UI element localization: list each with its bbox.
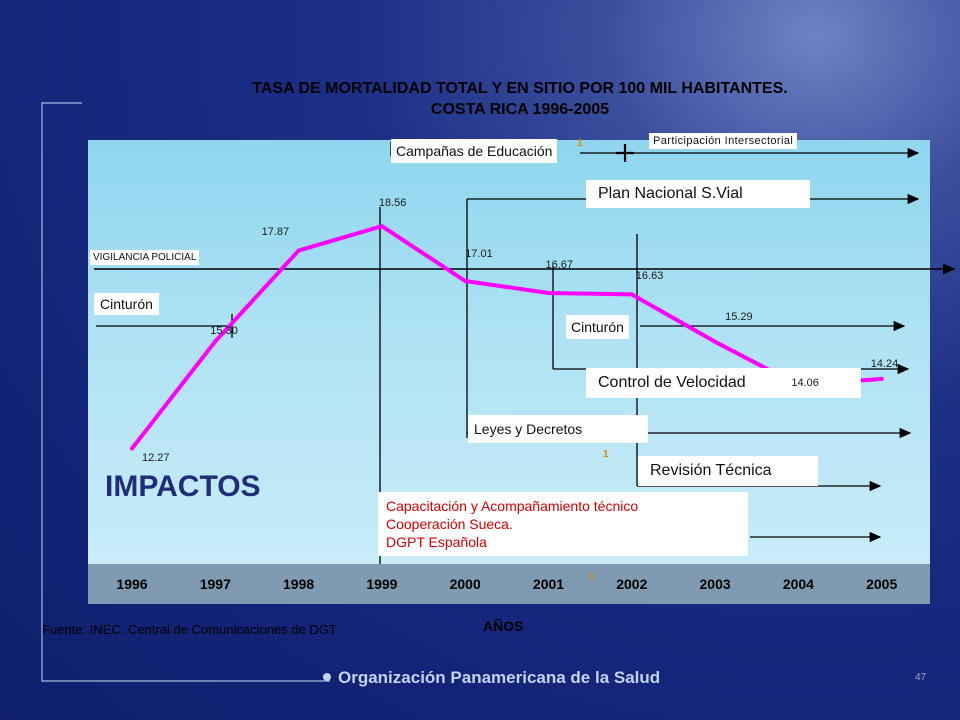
x-tick-2005: 2005	[866, 576, 898, 592]
x-tick-2004: 2004	[782, 576, 814, 592]
data-point-1997	[213, 339, 218, 344]
data-label-2000: 17.01	[465, 247, 493, 260]
data-label-2003: 15.29	[725, 310, 753, 323]
x-tick-1996: 1996	[116, 576, 148, 592]
label-cinturon-2: Cinturón	[566, 315, 629, 339]
label-participacion-intersectorial: Participación Intersectorial	[649, 133, 798, 149]
data-label-1997: 15.30	[210, 325, 238, 338]
x-tick-2003: 2003	[699, 576, 731, 592]
data-point-1999	[379, 224, 384, 229]
marker-1-mid: 1	[603, 449, 609, 460]
x-tick-1997: 1997	[199, 576, 231, 592]
org-bullet-icon	[323, 673, 331, 681]
chart-title: TASA DE MORTALIDAD TOTAL Y EN SITIO POR …	[120, 78, 920, 120]
impacts-label: IMPACTOS	[105, 470, 261, 503]
marker-1-top: 1	[577, 138, 583, 149]
x-tick-2001: 2001	[532, 576, 565, 592]
label-revision-tecnica: Revisión Técnica	[638, 456, 818, 486]
label-cooperacion-sueca: Cooperación Sueca.	[386, 516, 513, 532]
data-label-1999: 18.56	[378, 197, 407, 210]
x-tick-2000: 2000	[449, 576, 481, 592]
data-label-2001: 16.67	[545, 258, 574, 271]
x-axis-label: AÑOS	[483, 618, 524, 634]
data-point-2005	[879, 376, 884, 381]
plus-icon	[616, 144, 634, 162]
x-tick-1998: 1998	[283, 576, 315, 592]
data-label-2005: 14.24	[870, 357, 899, 370]
label-dgpt-espanola: DGPT Española	[386, 534, 487, 550]
label-vigilancia-policial: VIGILANCIA POLICIAL	[90, 250, 200, 265]
label-capacitacion: Capacitación y Acompañamiento técnico	[386, 498, 639, 514]
chart-title-line1: TASA DE MORTALIDAD TOTAL Y EN SITIO POR …	[252, 80, 788, 97]
x-tick-2002: 2002	[616, 576, 648, 592]
data-label-2004: 14.06	[791, 377, 819, 390]
data-point-2002	[629, 292, 634, 297]
data-label-1998: 17.87	[261, 225, 290, 238]
source-note: Fuente: INEC. Central de Comunicaciones …	[42, 622, 337, 637]
data-label-1996: 12.27	[142, 452, 170, 465]
label-plan-nacional: Plan Nacional S.Vial	[586, 180, 810, 208]
marker-1-axis: 1	[589, 572, 595, 583]
x-axis-band	[88, 564, 930, 604]
organization-name: Organización Panamericana de la Salud	[338, 668, 661, 687]
page-number: 47	[915, 672, 927, 683]
label-cooperacion-box: Capacitación y Acompañamiento técnico Co…	[378, 492, 748, 556]
label-control-velocidad: Control de Velocidad	[586, 368, 861, 398]
data-point-2001	[546, 290, 551, 295]
label-leyes-decretos: Leyes y Decretos	[468, 415, 648, 443]
chart-title-line2: COSTA RICA 1996-2005	[430, 101, 610, 118]
label-campanas-educacion: Campañas de Educación	[391, 139, 558, 163]
series-line-mortalidad	[130, 224, 882, 450]
data-point-2000	[463, 278, 468, 283]
data-label-2002: 16.63	[635, 270, 664, 283]
data-point-1998	[296, 248, 301, 253]
x-tick-1999: 1999	[366, 576, 398, 592]
label-cinturon-1: Cinturón	[94, 293, 159, 315]
data-point-1996	[130, 446, 134, 451]
data-point-2003	[713, 339, 718, 344]
